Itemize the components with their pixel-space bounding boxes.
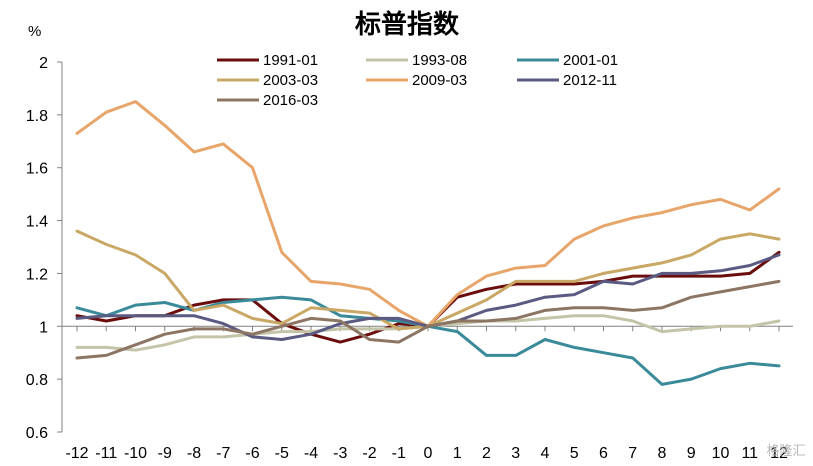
x-tick-label: 4 — [541, 445, 550, 462]
x-tick-label: 10 — [712, 445, 730, 462]
y-tick-label: 1 — [39, 319, 48, 336]
legend: 1991-01 1993-08 2001-01 2003-03 2009-03 2012-… — [217, 52, 618, 109]
y-tick-label: 1.2 — [26, 266, 48, 283]
y-tick-label: 2 — [39, 55, 48, 72]
legend-label: 1991-01 — [263, 52, 318, 69]
x-tick-label: 8 — [658, 445, 667, 462]
x-tick-label: -3 — [333, 445, 347, 462]
y-tick-label: 0.8 — [26, 372, 48, 389]
x-tick-label: 7 — [628, 445, 637, 462]
x-tick-label: -12 — [65, 445, 88, 462]
x-tick-label: -8 — [187, 445, 201, 462]
x-tick-label: -11 — [95, 445, 117, 462]
x-tick-label: 3 — [511, 445, 520, 462]
x-tick-label: -1 — [392, 445, 406, 462]
y-tick-label: 0.6 — [26, 425, 48, 442]
series-line-2016-03 — [75, 279, 781, 360]
legend-label: 2009-03 — [412, 72, 467, 89]
legend-label: 2016-03 — [263, 92, 318, 109]
legend-label: 2001-01 — [563, 52, 618, 69]
x-tick-label: -4 — [304, 445, 318, 462]
x-tick-label: 0 — [424, 445, 433, 462]
x-tick-label: 5 — [570, 445, 579, 462]
x-tick-label: -6 — [245, 445, 259, 462]
legend-label: 2003-03 — [263, 72, 318, 89]
x-tick-label: 9 — [687, 445, 696, 462]
x-tick-label: 2 — [482, 445, 491, 462]
x-tick-label: -5 — [275, 445, 289, 462]
watermark-text: 格隆汇 — [766, 443, 805, 458]
legend-label: 2012-11 — [563, 72, 617, 89]
y-axis-unit-label: % — [28, 23, 41, 40]
x-tick-label: -9 — [158, 445, 172, 462]
y-tick-label: 1.6 — [26, 161, 48, 178]
axes: 0.60.811.21.41.61.82 -12 -11 -10 -9 -8 -7 -6 -5… — [26, 55, 793, 462]
x-tick-label: -2 — [362, 445, 376, 462]
x-tick-label: 11 — [741, 445, 758, 462]
x-tick-label: -10 — [124, 445, 147, 462]
y-tick-label: 1.4 — [26, 214, 48, 231]
series-line-1993-08 — [75, 314, 781, 352]
series-layer — [75, 100, 781, 386]
x-tick-label: 12 — [770, 445, 788, 462]
series-line-2009-03 — [75, 100, 781, 328]
x-ticks: -12 -11 -10 -9 -8 -7 -6 -5 -4 -3 -2 -1 0 1 2 3 4 5 6 7 8 9 10 1… — [65, 326, 788, 462]
x-tick-label: 1 — [453, 445, 462, 462]
legend-label: 1993-08 — [412, 52, 467, 69]
y-tick-label: 1.8 — [26, 108, 48, 125]
x-tick-label: -7 — [216, 445, 230, 462]
x-tick-label: 6 — [599, 445, 608, 462]
y-ticks: 0.6 0.8 1 1.2 1.4 1.6 1.8 2 — [26, 55, 62, 442]
chart-title: 标普指数 — [355, 9, 460, 40]
